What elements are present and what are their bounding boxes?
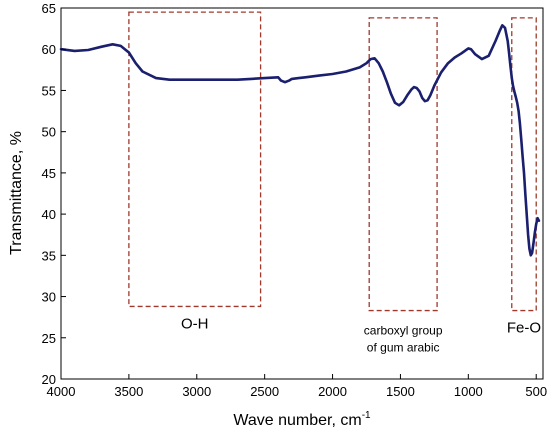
x-tick-label: 500: [525, 384, 547, 399]
y-tick-label: 50: [42, 125, 56, 140]
y-axis-title: Transmittance, %: [8, 131, 25, 255]
y-tick-label: 35: [42, 248, 56, 263]
y-tick-label: 65: [42, 1, 56, 16]
x-tick-label: 1000: [454, 384, 483, 399]
x-tick-label: 3000: [182, 384, 211, 399]
x-axis-ticks: 4000 3500 3000 2500 2000 1500 1000 500: [47, 374, 547, 399]
x-tick-label: 2500: [250, 384, 279, 399]
y-tick-label: 55: [42, 83, 56, 98]
annotation-label: carboxyl group of gum arabic: [364, 324, 443, 355]
x-tick-label: 2000: [318, 384, 347, 399]
y-tick-label: 40: [42, 207, 56, 222]
y-tick-label: 25: [42, 331, 56, 346]
x-axis-title-text: Wave number, cm: [233, 412, 361, 429]
x-tick-label: 3500: [114, 384, 143, 399]
y-tick-label: 45: [42, 166, 56, 181]
y-axis-ticks: 20 25 30 35 40 45 50 55 60 65: [42, 1, 66, 387]
y-tick-label: 30: [42, 290, 56, 305]
y-tick-label: 60: [42, 42, 56, 57]
plot-frame: [60, 7, 544, 380]
annotation-label: Fe-O: [507, 320, 541, 337]
series-line: [59, 24, 541, 257]
annotation-box: [128, 11, 262, 308]
y-tick-label: 20: [42, 372, 56, 387]
annotation-label: O-H: [181, 315, 209, 332]
x-tick-label: 4000: [47, 384, 76, 399]
annotation-box: [511, 17, 537, 312]
x-axis-title: Wave number, cm-1: [233, 410, 371, 429]
annotation-box: [368, 17, 438, 312]
x-tick-label: 1500: [386, 384, 415, 399]
x-axis-title-superscript: -1: [362, 410, 371, 421]
annotation-boxes: O-H carboxyl group of gum arabic Fe-O: [128, 11, 541, 355]
